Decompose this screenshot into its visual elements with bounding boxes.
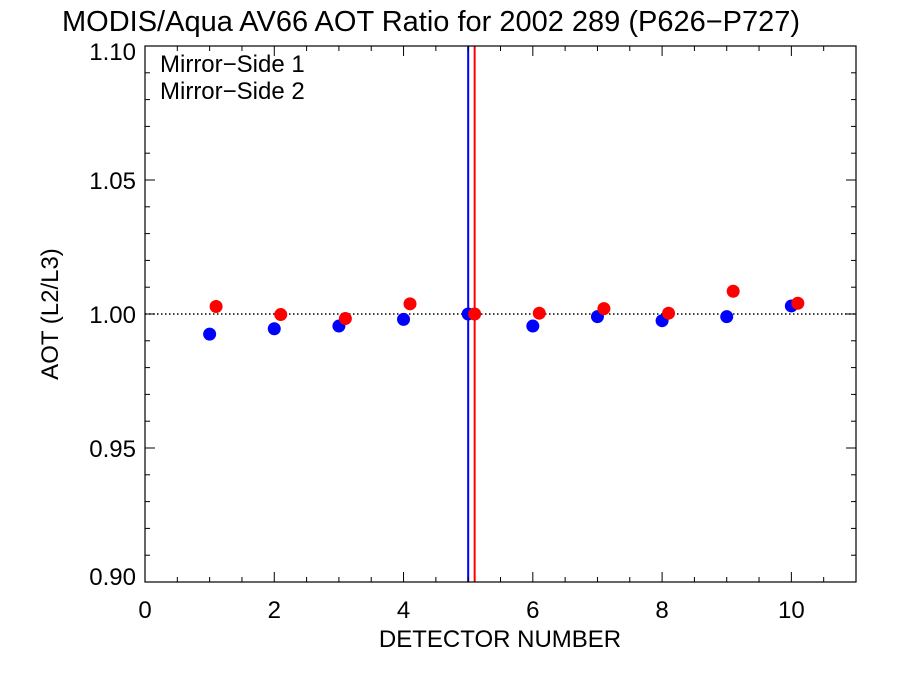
chart-title: MODIS/Aqua AV66 AOT Ratio for 2002 289 (… xyxy=(62,6,800,38)
x-tick-label: 10 xyxy=(778,597,805,624)
point-series-2-8 xyxy=(662,306,676,320)
axis-ticks xyxy=(144,45,857,583)
legend-entry-mirror-side-2: Mirror−Side 2 xyxy=(160,78,305,105)
x-tick-label: 2 xyxy=(268,597,281,624)
y-tick-label: 1.10 xyxy=(89,39,136,66)
point-series-2-3 xyxy=(338,312,352,326)
legend: Mirror−Side 1 Mirror−Side 2 xyxy=(160,51,305,105)
x-tick-label: 4 xyxy=(397,597,410,624)
point-series-2-6 xyxy=(532,306,546,320)
point-series-1-4 xyxy=(397,312,411,326)
point-series-2-5 xyxy=(468,307,482,321)
point-series-1-9 xyxy=(720,310,734,324)
y-tick-label: 1.00 xyxy=(89,302,136,329)
x-tick-label: 8 xyxy=(655,597,668,624)
point-series-1-2 xyxy=(267,322,281,336)
y-tick-label: 0.95 xyxy=(89,436,136,463)
y-tick-label: 0.90 xyxy=(89,564,136,591)
point-series-1-6 xyxy=(526,319,540,333)
point-series-1-1 xyxy=(203,327,217,341)
point-series-2-4 xyxy=(403,297,417,311)
y-axis-label: AOT (L2/L3) xyxy=(37,248,64,380)
point-series-2-1 xyxy=(209,299,223,313)
y-tick-label: 1.05 xyxy=(89,168,136,195)
x-axis-label: DETECTOR NUMBER xyxy=(379,626,621,653)
data-points xyxy=(203,284,805,341)
point-series-2-10 xyxy=(791,296,805,310)
y-tick-labels: 0.90 0.95 1.00 1.05 1.10 xyxy=(89,39,136,591)
point-series-2-7 xyxy=(597,302,611,316)
x-tick-label: 0 xyxy=(138,597,151,624)
point-series-2-2 xyxy=(274,308,288,322)
x-tick-label: 6 xyxy=(526,597,539,624)
x-tick-labels: 0 2 4 6 8 10 xyxy=(138,597,804,624)
point-series-2-9 xyxy=(726,284,740,298)
legend-entry-mirror-side-1: Mirror−Side 1 xyxy=(160,51,305,78)
